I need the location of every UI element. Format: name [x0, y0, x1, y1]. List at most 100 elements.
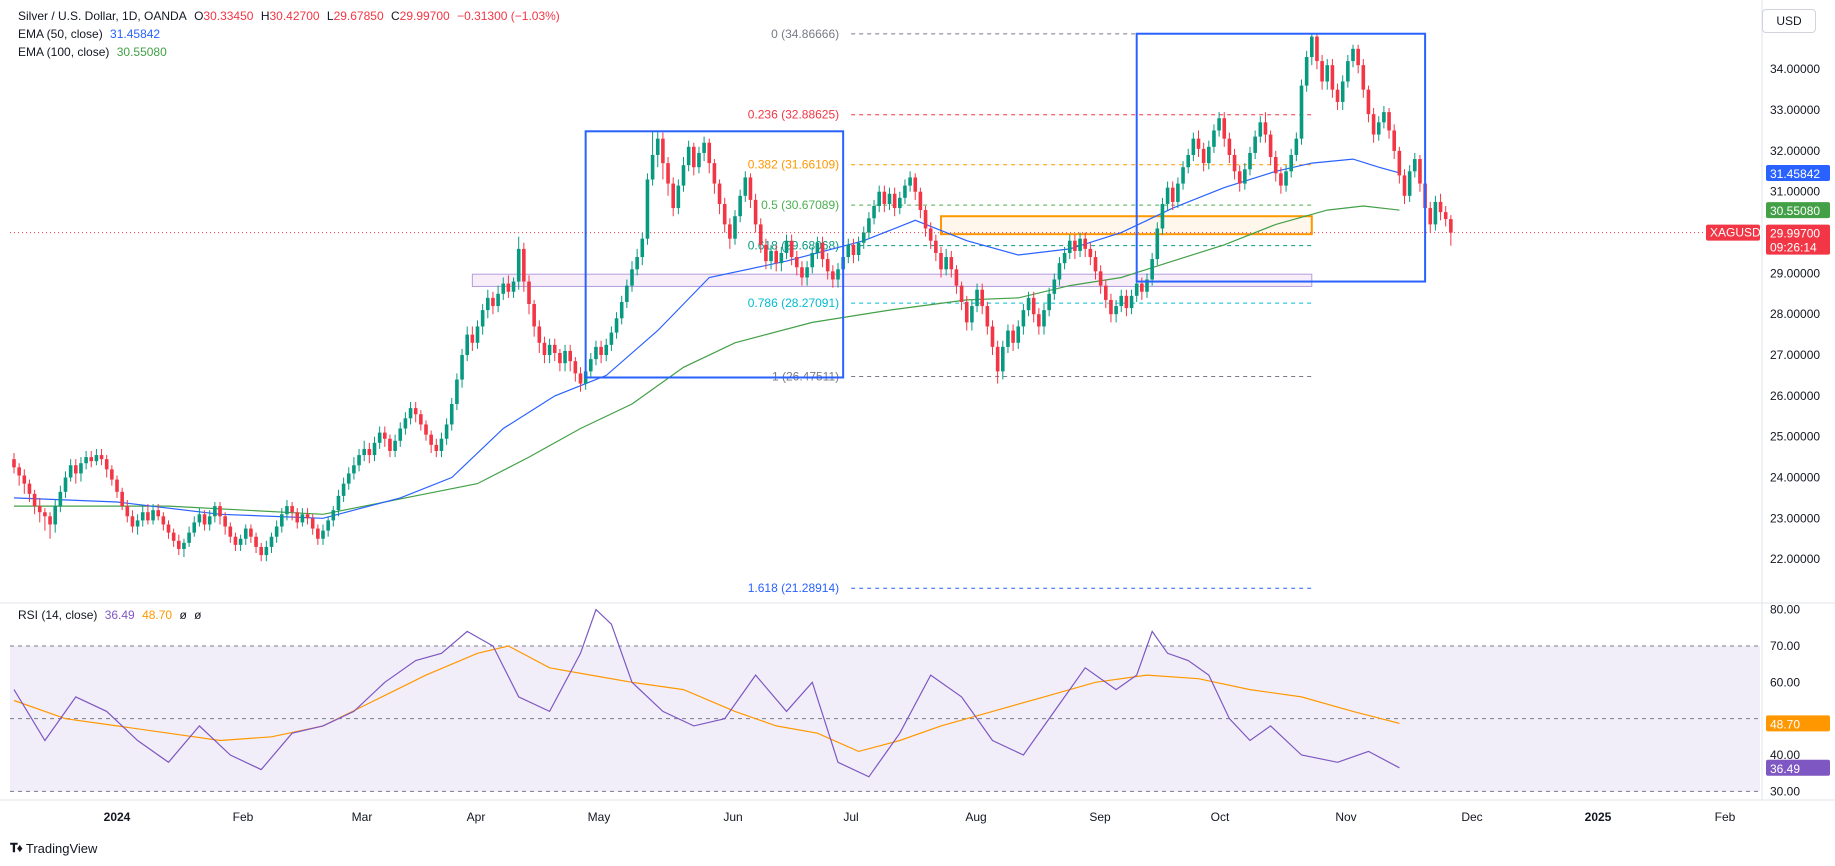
- candle: [84, 457, 88, 464]
- tradingview-brand[interactable]: 𝐓♦ TradingView: [10, 841, 97, 856]
- candle: [177, 540, 181, 549]
- candle: [542, 342, 547, 356]
- candle: [125, 506, 130, 517]
- candle: [398, 428, 403, 441]
- candle: [594, 346, 598, 360]
- candle: [501, 283, 506, 294]
- candle: [1119, 295, 1124, 307]
- open-label: O: [194, 9, 204, 23]
- candle: [527, 281, 531, 304]
- high-value: 30.42700: [269, 9, 320, 23]
- candle: [1371, 114, 1376, 135]
- rsi-axis-tag-text: 36.49: [1770, 762, 1800, 776]
- candle: [1129, 295, 1134, 309]
- candle: [1438, 201, 1443, 213]
- candle: [470, 334, 475, 343]
- rsi-label: RSI (14, close): [18, 608, 98, 622]
- price-tick-label: 25.00000: [1770, 430, 1820, 444]
- currency-button[interactable]: USD: [1762, 9, 1816, 33]
- candle: [774, 250, 778, 264]
- fib-label: 0.786 (28.27091): [748, 296, 839, 310]
- candle: [274, 526, 279, 537]
- candle: [79, 463, 83, 474]
- candle: [985, 306, 990, 327]
- rsi-axis-tag: 36.49: [1766, 759, 1830, 776]
- candle: [135, 520, 140, 527]
- candle: [68, 465, 73, 478]
- candle: [305, 514, 310, 519]
- candle: [1320, 61, 1324, 82]
- candle: [48, 516, 52, 525]
- candle: [640, 238, 645, 258]
- candle: [1433, 201, 1438, 225]
- candle: [259, 546, 263, 556]
- time-tick-label: Feb: [1715, 810, 1736, 824]
- candle: [1376, 122, 1381, 135]
- candle: [795, 257, 799, 268]
- candle: [1361, 65, 1366, 90]
- candle: [1114, 306, 1118, 315]
- rsi-tick-label: 40.00: [1770, 748, 1800, 762]
- candle: [408, 408, 413, 419]
- candle: [1026, 297, 1031, 311]
- candle: [908, 177, 912, 186]
- candle: [1356, 48, 1360, 66]
- candle: [341, 483, 346, 496]
- price-tick-label: 27.00000: [1770, 348, 1820, 362]
- candle: [187, 532, 191, 543]
- candle: [805, 267, 809, 278]
- candle: [383, 432, 387, 439]
- candle: [506, 283, 511, 292]
- candle: [53, 506, 57, 525]
- candle: [697, 152, 701, 168]
- candle: [1160, 203, 1165, 229]
- candle: [357, 455, 361, 466]
- candle: [455, 379, 459, 405]
- candle: [949, 257, 954, 270]
- candle: [882, 191, 887, 204]
- candle: [537, 326, 542, 343]
- candle: [635, 257, 639, 270]
- candle: [1351, 48, 1355, 62]
- candle: [491, 297, 495, 307]
- candle: [748, 177, 753, 200]
- candle: [1124, 295, 1129, 309]
- price-tick-label: 23.00000: [1770, 511, 1820, 525]
- candle: [1109, 299, 1113, 315]
- candle: [877, 191, 881, 207]
- candle: [367, 448, 372, 456]
- candle: [1186, 154, 1190, 168]
- candle: [104, 459, 109, 470]
- candle: [1243, 169, 1247, 184]
- candle: [156, 510, 160, 517]
- rsi-line: [13, 608, 1400, 778]
- rsi-ma-line: [13, 645, 1400, 753]
- candle: [1227, 138, 1232, 155]
- candle: [990, 326, 995, 347]
- candle: [743, 177, 748, 196]
- candle: [1263, 122, 1268, 135]
- candle: [1052, 279, 1057, 294]
- candle: [758, 224, 763, 245]
- candle: [295, 512, 300, 523]
- candle: [1145, 279, 1149, 292]
- candle: [238, 538, 243, 545]
- candle: [74, 465, 78, 474]
- candle: [970, 306, 974, 323]
- rsi-ma-axis-tag-bg: [1766, 715, 1830, 732]
- candle: [825, 259, 830, 272]
- candle: [861, 232, 866, 243]
- candle: [918, 191, 923, 211]
- candle: [1037, 314, 1041, 327]
- candle: [393, 440, 397, 451]
- symbol-axis-tag-text: XAGUSD: [1710, 226, 1761, 240]
- candle: [867, 218, 871, 233]
- candle: [388, 438, 392, 451]
- time-tick-label: Jun: [723, 810, 742, 824]
- ema100-axis-tag: 30.55080: [1766, 202, 1830, 219]
- fib-label: 0.5 (30.67089): [761, 198, 839, 212]
- ema50-label: EMA (50, close): [18, 27, 103, 41]
- price-tick-label: 32.00000: [1770, 144, 1820, 158]
- candle: [326, 520, 330, 531]
